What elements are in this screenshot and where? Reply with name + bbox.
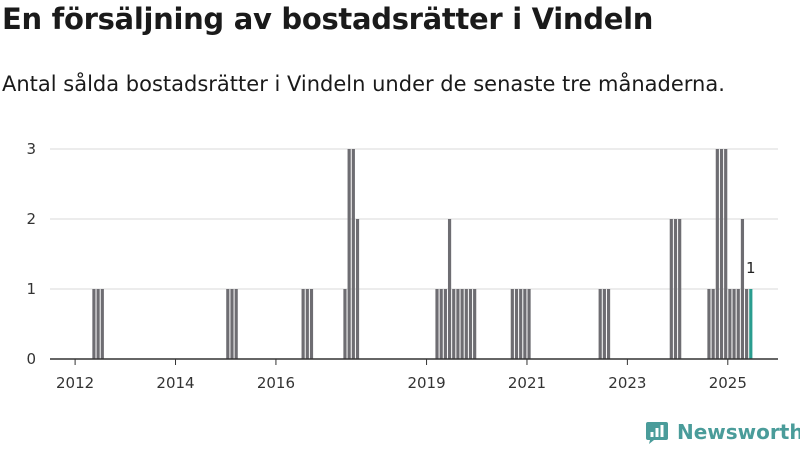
bar [523, 289, 527, 359]
bar [439, 289, 443, 359]
bar [452, 289, 456, 359]
bar [669, 219, 673, 359]
bar [456, 289, 460, 359]
x-tick-label: 2021 [508, 374, 546, 392]
bar [443, 289, 447, 359]
bar [724, 149, 728, 359]
bar [606, 289, 611, 359]
bar [355, 219, 360, 359]
bar [96, 289, 100, 359]
x-tick-label: 2019 [407, 374, 445, 392]
bar [301, 289, 305, 359]
bar [473, 289, 477, 359]
bar [347, 149, 351, 359]
bar [447, 219, 452, 359]
bar [464, 289, 468, 359]
bar [719, 149, 724, 359]
bar [678, 219, 682, 359]
y-tick-label: 2 [26, 210, 36, 228]
bar [230, 289, 234, 359]
bar [309, 289, 314, 359]
newsworthy-brand: Newsworthy [645, 420, 800, 444]
bar [435, 289, 439, 359]
x-tick-label: 2012 [56, 374, 94, 392]
bar [468, 289, 473, 359]
bar [732, 289, 736, 359]
brand-name: Newsworthy [677, 420, 800, 444]
newsworthy-logo-icon [646, 422, 668, 444]
bar-chart: 0 1 2 3 1 2012 2014 2016 2019 2021 2023 2025 [26, 140, 778, 392]
bar [527, 289, 531, 359]
y-tick-label: 3 [26, 140, 36, 158]
bar [351, 149, 355, 359]
y-tick-label: 0 [26, 350, 36, 368]
bar [92, 289, 96, 359]
bar [740, 219, 745, 359]
bar [736, 289, 740, 359]
chart-title: En försäljning av bostadsrätter i Vindel… [2, 2, 654, 36]
bar [745, 289, 749, 359]
bar [673, 219, 678, 359]
x-tick-label: 2016 [257, 374, 295, 392]
bar [305, 289, 309, 359]
x-tick-label: 2023 [608, 374, 646, 392]
bar [234, 289, 238, 359]
x-tick-label: 2014 [156, 374, 194, 392]
y-tick-label: 1 [26, 280, 36, 298]
highlight-bar [749, 289, 753, 359]
bar [514, 289, 519, 359]
bar [707, 289, 711, 359]
bar [343, 289, 347, 359]
bar [728, 289, 732, 359]
bar [510, 289, 514, 359]
bar [226, 289, 230, 359]
bar [100, 289, 104, 359]
bar [602, 289, 606, 359]
bar [715, 149, 719, 359]
bar [598, 289, 602, 359]
bar [711, 289, 715, 359]
data-label: 1 [746, 259, 756, 277]
x-tick-label: 2025 [709, 374, 747, 392]
bar [519, 289, 523, 359]
bar [460, 289, 464, 359]
chart-subtitle: Antal sålda bostadsrätter i Vindeln unde… [2, 72, 725, 96]
